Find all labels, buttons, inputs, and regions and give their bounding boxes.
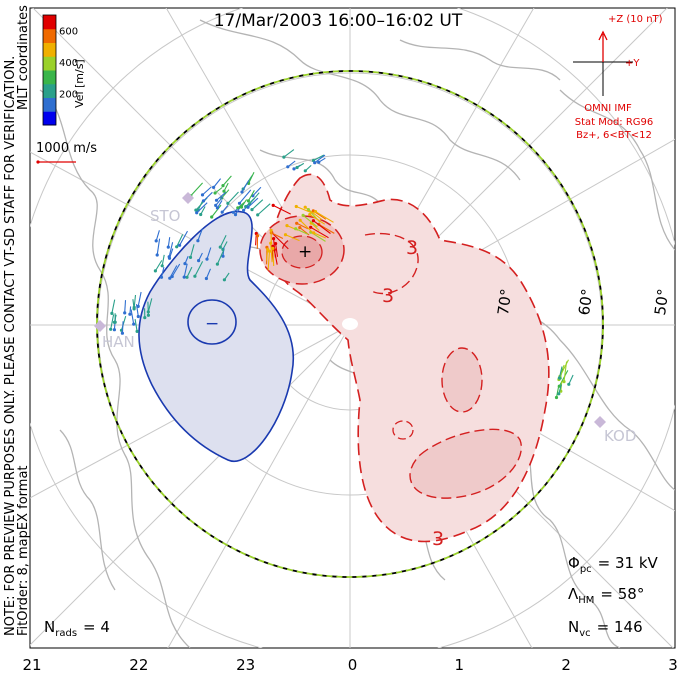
color-bar-segment xyxy=(43,29,56,43)
mlt-tick-label: 2 xyxy=(561,656,571,674)
mlt-tick-label: 23 xyxy=(236,656,255,674)
contour-label: 3 xyxy=(432,528,444,550)
imf-source: OMNI IMF xyxy=(584,103,632,114)
velocity-vector xyxy=(130,306,131,314)
latitude-label: 50° xyxy=(651,288,673,317)
minimum-mark: − xyxy=(205,314,219,334)
imf-y-label: +Y xyxy=(625,58,640,69)
fit-info: FitOrder: 8, mapEX format xyxy=(16,465,31,636)
map-title: 17/Mar/2003 16:00–16:02 UT xyxy=(214,11,463,31)
coordinate-label: MLT coordinates xyxy=(16,5,31,110)
color-bar-segment xyxy=(43,56,56,70)
latitude-label: 60° xyxy=(575,288,597,317)
mlt-tick-label: 3 xyxy=(668,656,678,674)
mlt-tick-label: 0 xyxy=(348,656,358,674)
contour-label: 3 xyxy=(406,237,418,259)
station-label-kod: KOD xyxy=(604,427,636,445)
color-bar-segment xyxy=(43,111,56,125)
nvc-stat: Nvc= 146 xyxy=(568,618,643,639)
dawn-secondary-contour xyxy=(442,348,482,412)
imf-condition: Bz+, 6<BT<12 xyxy=(576,130,652,141)
imf-model: Stat Mod: RG96 xyxy=(575,117,654,128)
color-bar-segment xyxy=(43,98,56,112)
latitude-label: 70° xyxy=(494,288,516,317)
color-bar-segment xyxy=(43,15,56,29)
velocity-vector xyxy=(122,321,123,333)
color-bar-segment xyxy=(43,70,56,84)
mlt-tick-label: 22 xyxy=(129,656,148,674)
pole-marker xyxy=(342,318,358,330)
mlt-tick-label: 1 xyxy=(455,656,465,674)
color-bar-segment xyxy=(43,43,56,57)
color-scale-label: Vel [m/s] xyxy=(73,59,86,108)
color-bar-segment xyxy=(43,84,56,98)
station-label-han: HAN xyxy=(102,333,135,351)
mlt-tick-label: 21 xyxy=(22,656,41,674)
vector-scale-origin xyxy=(36,160,39,163)
station-label-sto: STO xyxy=(150,207,181,225)
vector-scale-label: 1000 m/s xyxy=(36,141,97,156)
color-bar-tick-label: 600 xyxy=(59,27,78,38)
imf-z-label: +Z (10 nT) xyxy=(608,14,663,25)
maximum-mark: + xyxy=(298,242,312,262)
contour-label: 3 xyxy=(382,285,394,307)
